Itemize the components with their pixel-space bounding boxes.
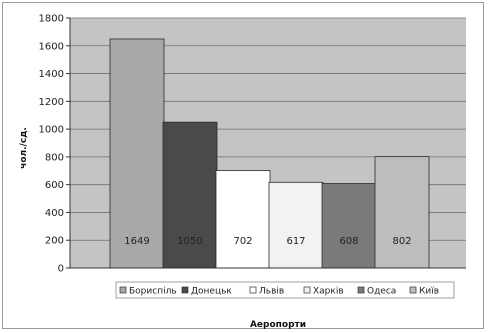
legend-swatch <box>249 286 257 294</box>
legend-label: Донецьк <box>191 287 232 297</box>
legend-label: Харків <box>313 287 344 297</box>
y-tick-label: 200 <box>45 236 64 247</box>
y-tick-label: 800 <box>45 152 64 163</box>
bar-Бориспіль <box>109 38 165 269</box>
bar-Київ <box>374 156 430 269</box>
legend: Бориспіль Донецьк Львів Харків Одеса Київ <box>115 281 455 299</box>
bar-Харків <box>268 181 324 269</box>
legend-swatch <box>303 286 311 294</box>
legend-label: Львів <box>259 287 284 297</box>
data-label: 802 <box>392 236 411 247</box>
y-tick-labels: 0 200 400 600 800 1000 1200 1400 1600 1800 <box>39 14 64 275</box>
y-tick-label: 0 <box>58 264 64 275</box>
legend-label: Одеса <box>367 287 396 297</box>
y-tick-label: 1600 <box>39 41 64 52</box>
data-label: 1050 <box>177 236 202 247</box>
legend-box <box>115 281 455 299</box>
data-label: 1649 <box>124 236 149 247</box>
legend-swatch <box>409 286 417 294</box>
x-axis-title: Аеропорти <box>250 320 306 330</box>
y-axis-title: чол./сд. <box>19 127 29 169</box>
legend-label: Київ <box>419 287 439 297</box>
data-label: 702 <box>233 236 252 247</box>
bar-Одеса <box>321 183 377 269</box>
data-label: 608 <box>339 236 358 247</box>
data-label: 617 <box>286 236 305 247</box>
y-tick-label: 1800 <box>39 14 64 25</box>
legend-swatch <box>357 286 365 294</box>
bars <box>109 38 430 269</box>
legend-label: Бориспіль <box>129 287 177 297</box>
bar-Донецьк <box>162 121 218 269</box>
bar-Львів <box>215 170 271 269</box>
y-tick-label: 600 <box>45 180 64 191</box>
y-tick-label: 1000 <box>39 125 64 136</box>
y-tick-label: 1200 <box>39 97 64 108</box>
data-labels: 1649 1050 702 617 608 802 <box>124 236 411 247</box>
y-tick-label: 1400 <box>39 69 64 80</box>
y-tick-label: 400 <box>45 208 64 219</box>
legend-swatch <box>181 286 189 294</box>
legend-swatch <box>119 286 127 294</box>
